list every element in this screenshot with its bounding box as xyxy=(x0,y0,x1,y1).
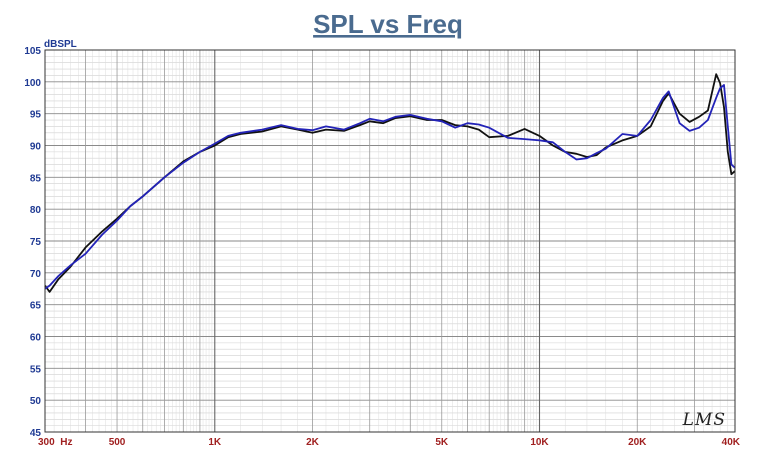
y-tick-label: 85 xyxy=(30,173,42,184)
x-tick-label: 300 Hz xyxy=(38,437,72,448)
y-tick-label: 100 xyxy=(24,78,41,89)
x-tick-label: 10K xyxy=(530,437,549,448)
y-tick-label: 70 xyxy=(30,269,42,280)
x-tick-labels: 300 Hz 500 1K 2K 5K 10K 20K 40K xyxy=(38,437,741,448)
y-tick-label: 55 xyxy=(30,364,42,375)
x-tick-label: 20K xyxy=(628,437,647,448)
y-tick-label: 45 xyxy=(30,428,42,439)
y-axis-unit-label: dBSPL xyxy=(44,39,77,50)
plot-frame xyxy=(44,49,736,433)
y-tick-label: 65 xyxy=(30,301,42,312)
y-tick-label: 80 xyxy=(30,205,42,216)
y-tick-label: 90 xyxy=(30,142,42,153)
x-tick-label: 1K xyxy=(208,437,222,448)
x-tick-label: 5K xyxy=(435,437,449,448)
y-tick-label: 105 xyxy=(24,46,41,57)
y-tick-labels: 45 50 55 60 65 70 75 80 85 90 95 100 105 xyxy=(24,46,41,439)
series-line-2 xyxy=(44,84,736,290)
x-tick-label: 40K xyxy=(722,437,741,448)
series-group xyxy=(44,73,736,293)
lms-watermark: LMS xyxy=(682,410,726,430)
y-tick-label: 60 xyxy=(30,333,42,344)
chart-title: SPL vs Freq xyxy=(313,9,463,39)
y-tick-label: 75 xyxy=(30,237,42,248)
x-tick-label: 500 xyxy=(109,437,126,448)
y-tick-label: 50 xyxy=(30,396,42,407)
x-tick-label: 2K xyxy=(306,437,320,448)
y-tick-label: 95 xyxy=(30,110,42,121)
